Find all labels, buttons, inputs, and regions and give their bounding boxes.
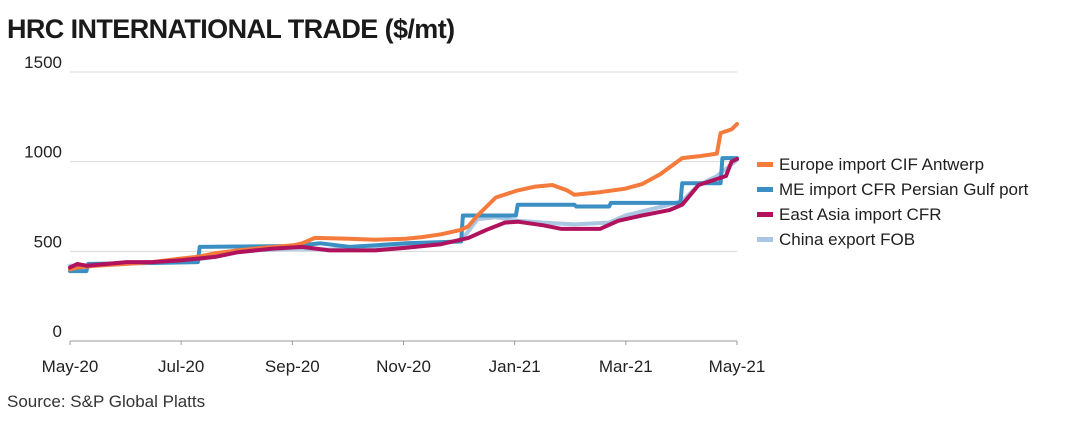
y-tick-label: 500: [34, 232, 62, 251]
legend-label: ME import CFR Persian Gulf port: [779, 179, 1029, 199]
legend-swatch: [757, 187, 773, 192]
legend-swatch: [757, 162, 773, 167]
y-tick-label: 1500: [24, 53, 62, 72]
legend: Europe import CIF Antwerp ME import CFR P…: [757, 152, 1028, 252]
legend-item: China export FOB: [757, 227, 1028, 252]
x-tick-label: Jul-20: [158, 357, 204, 376]
legend-item: ME import CFR Persian Gulf port: [757, 177, 1028, 202]
legend-swatch: [757, 237, 773, 242]
x-tick-label: Mar-21: [599, 357, 653, 376]
chart-title: HRC INTERNATIONAL TRADE ($/mt): [7, 14, 455, 44]
y-tick-label: 0: [53, 322, 62, 341]
x-tick-label: May-20: [42, 357, 99, 376]
legend-item: Europe import CIF Antwerp: [757, 152, 1028, 177]
x-tick-label: Jan-21: [489, 357, 541, 376]
y-tick-label: 1000: [24, 143, 62, 162]
legend-item: East Asia import CFR: [757, 202, 1028, 227]
x-tick-label: May-21: [709, 357, 766, 376]
legend-label: China export FOB: [779, 229, 916, 249]
legend-label: Europe import CIF Antwerp: [779, 154, 985, 174]
series-lines: [68, 122, 739, 274]
x-tick-label: Nov-20: [376, 357, 431, 376]
legend-swatch: [757, 212, 773, 217]
source-note: Source: S&P Global Platts: [7, 392, 206, 411]
legend-label: East Asia import CFR: [779, 204, 942, 224]
gridlines: [70, 71, 737, 342]
x-tick-label: Sep-20: [265, 357, 320, 376]
axes: 0 500 1000 1500 May-20 Jul-20 Sep-20 Nov-20 Jan-…: [24, 53, 765, 376]
series-line-2: [68, 157, 739, 270]
series-line-1: [68, 156, 739, 274]
